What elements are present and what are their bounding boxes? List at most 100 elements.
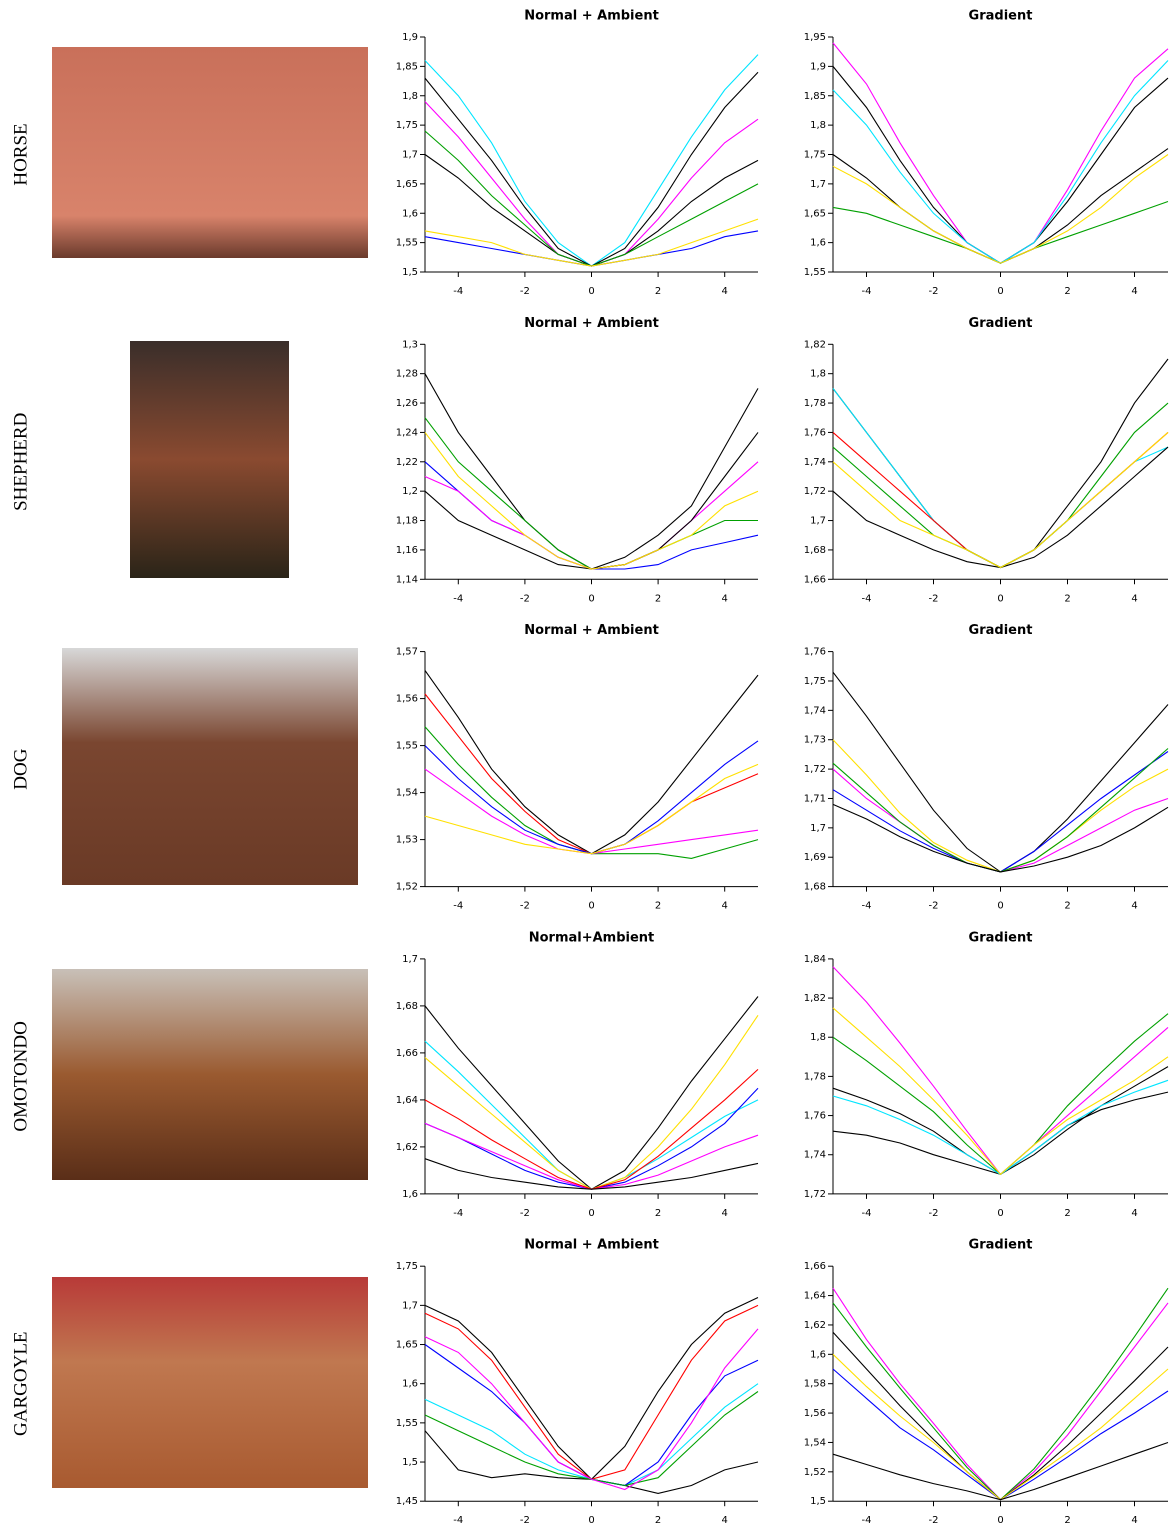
y-tick-label: 1,82: [804, 993, 826, 1004]
series-line: [833, 149, 1168, 264]
series-line: [833, 66, 1168, 263]
y-tick-label: 1,6: [810, 1349, 826, 1360]
chart-title: Gradient: [969, 316, 1033, 331]
series-line: [833, 403, 1168, 567]
series-line: [833, 43, 1168, 263]
x-tick-label: 0: [588, 593, 594, 604]
series-line: [833, 752, 1168, 872]
series-line: [833, 388, 1168, 567]
y-tick-label: 1,73: [804, 735, 826, 746]
series-line: [833, 1014, 1168, 1175]
x-tick-label: 4: [722, 901, 728, 912]
y-tick-label: 1,71: [804, 793, 826, 804]
x-tick-label: -2: [929, 286, 939, 297]
y-tick-label: 1,65: [804, 208, 826, 219]
y-tick-label: 1,24: [396, 427, 418, 438]
series-line: [425, 432, 758, 569]
y-tick-label: 1,53: [396, 835, 418, 846]
y-tick-label: 1,66: [804, 1261, 826, 1272]
chart-title: Gradient: [969, 623, 1033, 638]
x-tick-label: -4: [862, 286, 872, 297]
y-tick-label: 1,2: [402, 486, 418, 497]
series-line: [833, 1008, 1168, 1174]
y-tick-label: 1,75: [804, 150, 826, 161]
y-tick-label: 1,95: [804, 32, 826, 43]
figure: HORSESHEPHERDDOGOMOTONDOGARGOYLENormal +…: [0, 0, 1172, 1529]
y-tick-label: 1,85: [804, 91, 826, 102]
y-tick-label: 1,6: [810, 238, 826, 249]
y-tick-label: 1,74: [804, 457, 826, 468]
series-line: [425, 1329, 758, 1490]
x-tick-label: 0: [588, 901, 594, 912]
y-tick-label: 1,68: [804, 882, 826, 893]
y-tick-label: 1,75: [396, 1261, 418, 1272]
y-tick-label: 1,56: [396, 694, 418, 705]
series-line: [833, 432, 1168, 567]
y-tick-label: 1,55: [804, 267, 826, 278]
series-line: [425, 1384, 758, 1486]
x-tick-label: 2: [655, 593, 661, 604]
series-line: [833, 967, 1168, 1175]
x-tick-label: 0: [997, 593, 1003, 604]
x-tick-label: 2: [1064, 901, 1070, 912]
y-tick-label: 1,56: [804, 1408, 826, 1419]
series-line: [833, 1332, 1168, 1499]
y-tick-label: 1,7: [402, 954, 418, 965]
y-tick-label: 1,8: [810, 369, 826, 380]
x-tick-label: -2: [520, 1515, 530, 1526]
series-line: [425, 1345, 758, 1486]
series-line: [833, 1288, 1168, 1500]
series-line: [833, 202, 1168, 264]
series-line: [425, 1041, 758, 1189]
x-tick-label: 4: [722, 1208, 728, 1219]
x-tick-label: -2: [520, 1208, 530, 1219]
series-line: [833, 1443, 1168, 1500]
y-tick-label: 1,72: [804, 486, 826, 497]
x-tick-label: 4: [1131, 901, 1137, 912]
y-tick-label: 1,66: [396, 1048, 418, 1059]
x-tick-label: 4: [722, 286, 728, 297]
chart-title: Gradient: [969, 9, 1033, 24]
y-tick-label: 1,62: [804, 1320, 826, 1331]
y-tick-label: 1,8: [402, 91, 418, 102]
y-tick-label: 1,54: [804, 1437, 826, 1448]
x-tick-label: -2: [929, 1208, 939, 1219]
y-tick-label: 1,84: [804, 954, 826, 965]
y-tick-label: 1,6: [402, 208, 418, 219]
y-tick-label: 1,5: [402, 267, 418, 278]
y-tick-label: 1,85: [396, 61, 418, 72]
y-tick-label: 1,74: [804, 705, 826, 716]
x-tick-label: -4: [862, 1515, 872, 1526]
series-line: [425, 462, 758, 569]
x-tick-label: -4: [453, 286, 463, 297]
y-tick-label: 1,65: [396, 179, 418, 190]
y-tick-label: 1,75: [396, 120, 418, 131]
y-tick-label: 1,68: [396, 1001, 418, 1012]
y-tick-label: 1,18: [396, 516, 418, 527]
y-tick-label: 1,5: [810, 1496, 826, 1507]
x-tick-label: 2: [655, 1515, 661, 1526]
x-tick-label: -4: [453, 901, 463, 912]
series-line: [833, 1088, 1168, 1174]
y-tick-label: 1,6: [402, 1379, 418, 1390]
series-line: [425, 374, 758, 569]
series-line: [833, 740, 1168, 872]
series-line: [425, 462, 758, 569]
y-tick-label: 1,45: [396, 1496, 418, 1507]
series-line: [833, 1369, 1168, 1500]
series-line: [425, 1392, 758, 1486]
y-tick-label: 1,54: [396, 788, 418, 799]
x-tick-label: -2: [520, 901, 530, 912]
x-tick-label: 0: [997, 286, 1003, 297]
y-tick-label: 1,52: [396, 882, 418, 893]
y-tick-label: 1,16: [396, 545, 418, 556]
x-tick-label: 2: [1064, 1515, 1070, 1526]
series-line: [833, 804, 1168, 872]
x-tick-label: -4: [862, 1208, 872, 1219]
x-tick-label: 0: [997, 1515, 1003, 1526]
row-label: SHEPHERD: [10, 413, 31, 511]
y-tick-label: 1,6: [402, 1189, 418, 1200]
series-line: [425, 670, 758, 853]
row-label: OMOTONDO: [10, 1021, 31, 1131]
y-tick-label: 1,57: [396, 647, 418, 658]
